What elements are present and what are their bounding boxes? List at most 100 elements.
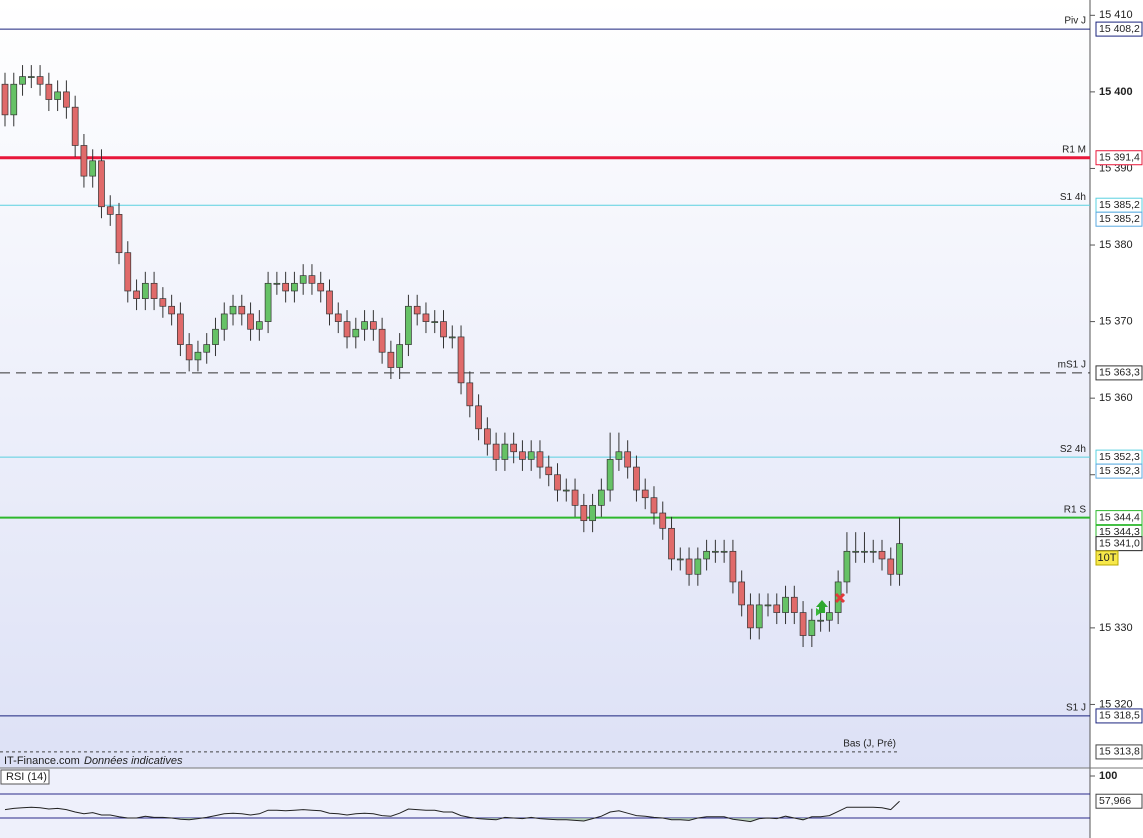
candle-body (63, 91, 70, 108)
candle-body (852, 550, 860, 553)
y-tick-label: 15 410 (1099, 9, 1133, 21)
candle-body (89, 160, 97, 177)
candle-body (334, 313, 342, 322)
level-tag-label: 15 352,3 (1099, 451, 1140, 463)
candle-body (27, 76, 35, 78)
level-tag-label: 15 344,4 (1099, 511, 1140, 523)
signal-arrow (816, 600, 828, 613)
rsi-value-tag (1095, 793, 1143, 809)
candle-body (536, 451, 544, 468)
candle-body (519, 451, 526, 460)
level-name: S1 J (1066, 703, 1086, 714)
level-name: mS1 J (1058, 360, 1086, 371)
y-tick-label: 15 360 (1099, 392, 1133, 404)
timer-text: 10T (1098, 552, 1117, 564)
y-tick-label: 15 370 (1099, 316, 1133, 328)
candle-body (633, 466, 640, 491)
candle-body (510, 443, 518, 453)
signal-cross (834, 592, 846, 604)
price-tag (1095, 536, 1143, 552)
level-tag (1095, 510, 1143, 526)
candle-body (773, 604, 781, 613)
candle-body (45, 83, 53, 100)
candle-body (203, 344, 211, 353)
level-tag (1095, 365, 1143, 381)
y-tick-label: 15 390 (1099, 162, 1133, 174)
rsi-value-label: 57,966 (1099, 795, 1131, 807)
source-text: IT-Finance.com (4, 755, 80, 767)
candle-body (177, 313, 184, 345)
level-tag-label: 15 385,2 (1099, 199, 1140, 211)
candle-body (466, 382, 474, 407)
candle-body (1, 83, 9, 116)
level-name: Bas (J, Pré) (843, 739, 896, 750)
candle-body (448, 336, 456, 339)
candle-body (861, 550, 868, 553)
candle-body (562, 489, 570, 492)
candle-body (159, 298, 167, 307)
candle-body (668, 527, 675, 560)
level-tag-label: 15 313,8 (1099, 746, 1140, 758)
plot-layer: 15 410 15 400 15 390 15 380 15 370 15 360 15 3… (0, 9, 1143, 823)
y-tick-label: 15 380 (1099, 239, 1133, 251)
candle-body (764, 604, 772, 607)
level-name: S1 4h (1060, 192, 1086, 203)
candle-body (405, 305, 412, 345)
candle-body (790, 596, 798, 613)
rsi-title-box (0, 769, 50, 785)
price-panel (0, 0, 1090, 768)
candle-body (431, 321, 439, 323)
candle-body (229, 305, 237, 315)
level-name: R1 M (1062, 144, 1086, 155)
level-tag-label: 15 318,5 (1099, 710, 1140, 722)
candle-body (220, 313, 228, 330)
candle-body (554, 474, 561, 491)
rsi-line (4, 800, 900, 823)
candle-body (747, 604, 754, 629)
price-tag-label: 15 385,2 (1099, 213, 1140, 225)
candle-body (440, 321, 447, 338)
candle-body (194, 351, 202, 361)
candle-body (247, 313, 254, 330)
candle-body (343, 321, 351, 338)
candle-body (212, 328, 219, 345)
rsi-title: RSI (14) (6, 771, 47, 783)
candle-body (782, 596, 789, 613)
candle-body (378, 328, 386, 353)
price-tag-label: 15 344,3 (1099, 526, 1140, 538)
candle-body (413, 305, 421, 315)
level-tag-label: 15 363,3 (1099, 367, 1140, 379)
candle-body (54, 91, 61, 100)
y-tick-label: 15 400 (1099, 86, 1133, 98)
candle-body (808, 619, 816, 636)
candle-body (641, 489, 649, 499)
price-tag-label: 15 352,3 (1099, 465, 1140, 477)
candle-body (869, 550, 877, 553)
candle-body (273, 282, 281, 285)
candle-body (492, 443, 500, 460)
candle-body (106, 206, 114, 215)
candle-body (659, 512, 667, 529)
level-name: Piv J (1064, 16, 1086, 27)
candle-body (124, 252, 132, 292)
candle-body (387, 351, 395, 368)
candle-body (264, 282, 272, 322)
candle-body (150, 282, 158, 299)
timer-box (1095, 550, 1119, 566)
candle-body (878, 550, 886, 560)
rsi-tick-label: 100 (1099, 770, 1117, 782)
level-tag-label: 15 391,4 (1099, 152, 1140, 164)
candle-body (369, 321, 377, 330)
candle-body (527, 451, 535, 460)
price-tag-label: 15 341,0 (1099, 537, 1140, 549)
candle-body (676, 558, 684, 561)
candle-body (422, 313, 430, 322)
candle-body (352, 328, 360, 338)
candle-body (598, 489, 605, 506)
level-tag (1095, 744, 1143, 760)
candle-body (720, 550, 728, 553)
candle-body (650, 497, 658, 514)
candle-body (817, 619, 824, 622)
level-name: R1 S (1064, 504, 1087, 515)
candle-body (729, 550, 737, 583)
